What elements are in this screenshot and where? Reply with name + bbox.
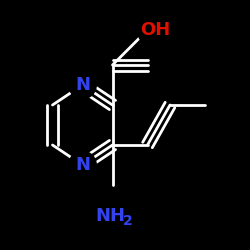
Text: N: N — [75, 76, 90, 94]
Text: OH: OH — [140, 21, 170, 39]
Circle shape — [138, 12, 172, 48]
Circle shape — [69, 151, 96, 179]
Text: NH: NH — [95, 207, 125, 225]
Circle shape — [94, 198, 131, 235]
Text: 2: 2 — [123, 214, 133, 228]
Text: N: N — [75, 156, 90, 174]
Circle shape — [69, 71, 96, 99]
